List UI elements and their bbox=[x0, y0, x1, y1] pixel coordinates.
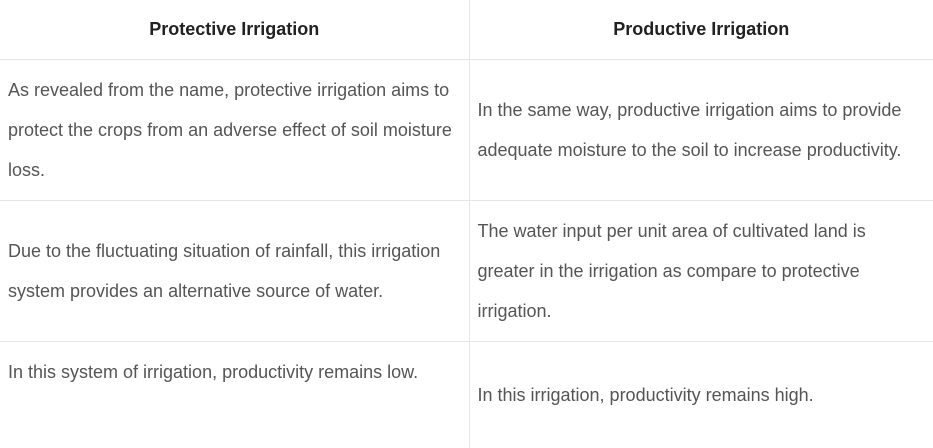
table-row: Due to the fluctuating situation of rain… bbox=[0, 201, 933, 342]
table-cell-productive: In this irrigation, productivity remains… bbox=[469, 342, 933, 448]
column-header-protective: Protective Irrigation bbox=[0, 0, 469, 60]
table-row: In this system of irrigation, productivi… bbox=[0, 342, 933, 448]
table-cell-protective: Due to the fluctuating situation of rain… bbox=[0, 201, 469, 342]
table-row: As revealed from the name, protective ir… bbox=[0, 60, 933, 201]
table-cell-productive: In the same way, productive irrigation a… bbox=[469, 60, 933, 201]
header-row: Protective Irrigation Productive Irrigat… bbox=[0, 0, 933, 60]
table-cell-productive: The water input per unit area of cultiva… bbox=[469, 201, 933, 342]
table-cell-protective: In this system of irrigation, productivi… bbox=[0, 342, 469, 448]
column-header-productive: Productive Irrigation bbox=[469, 0, 933, 60]
table-cell-protective: As revealed from the name, protective ir… bbox=[0, 60, 469, 201]
table-header: Protective Irrigation Productive Irrigat… bbox=[0, 0, 933, 60]
table-body: As revealed from the name, protective ir… bbox=[0, 60, 933, 448]
